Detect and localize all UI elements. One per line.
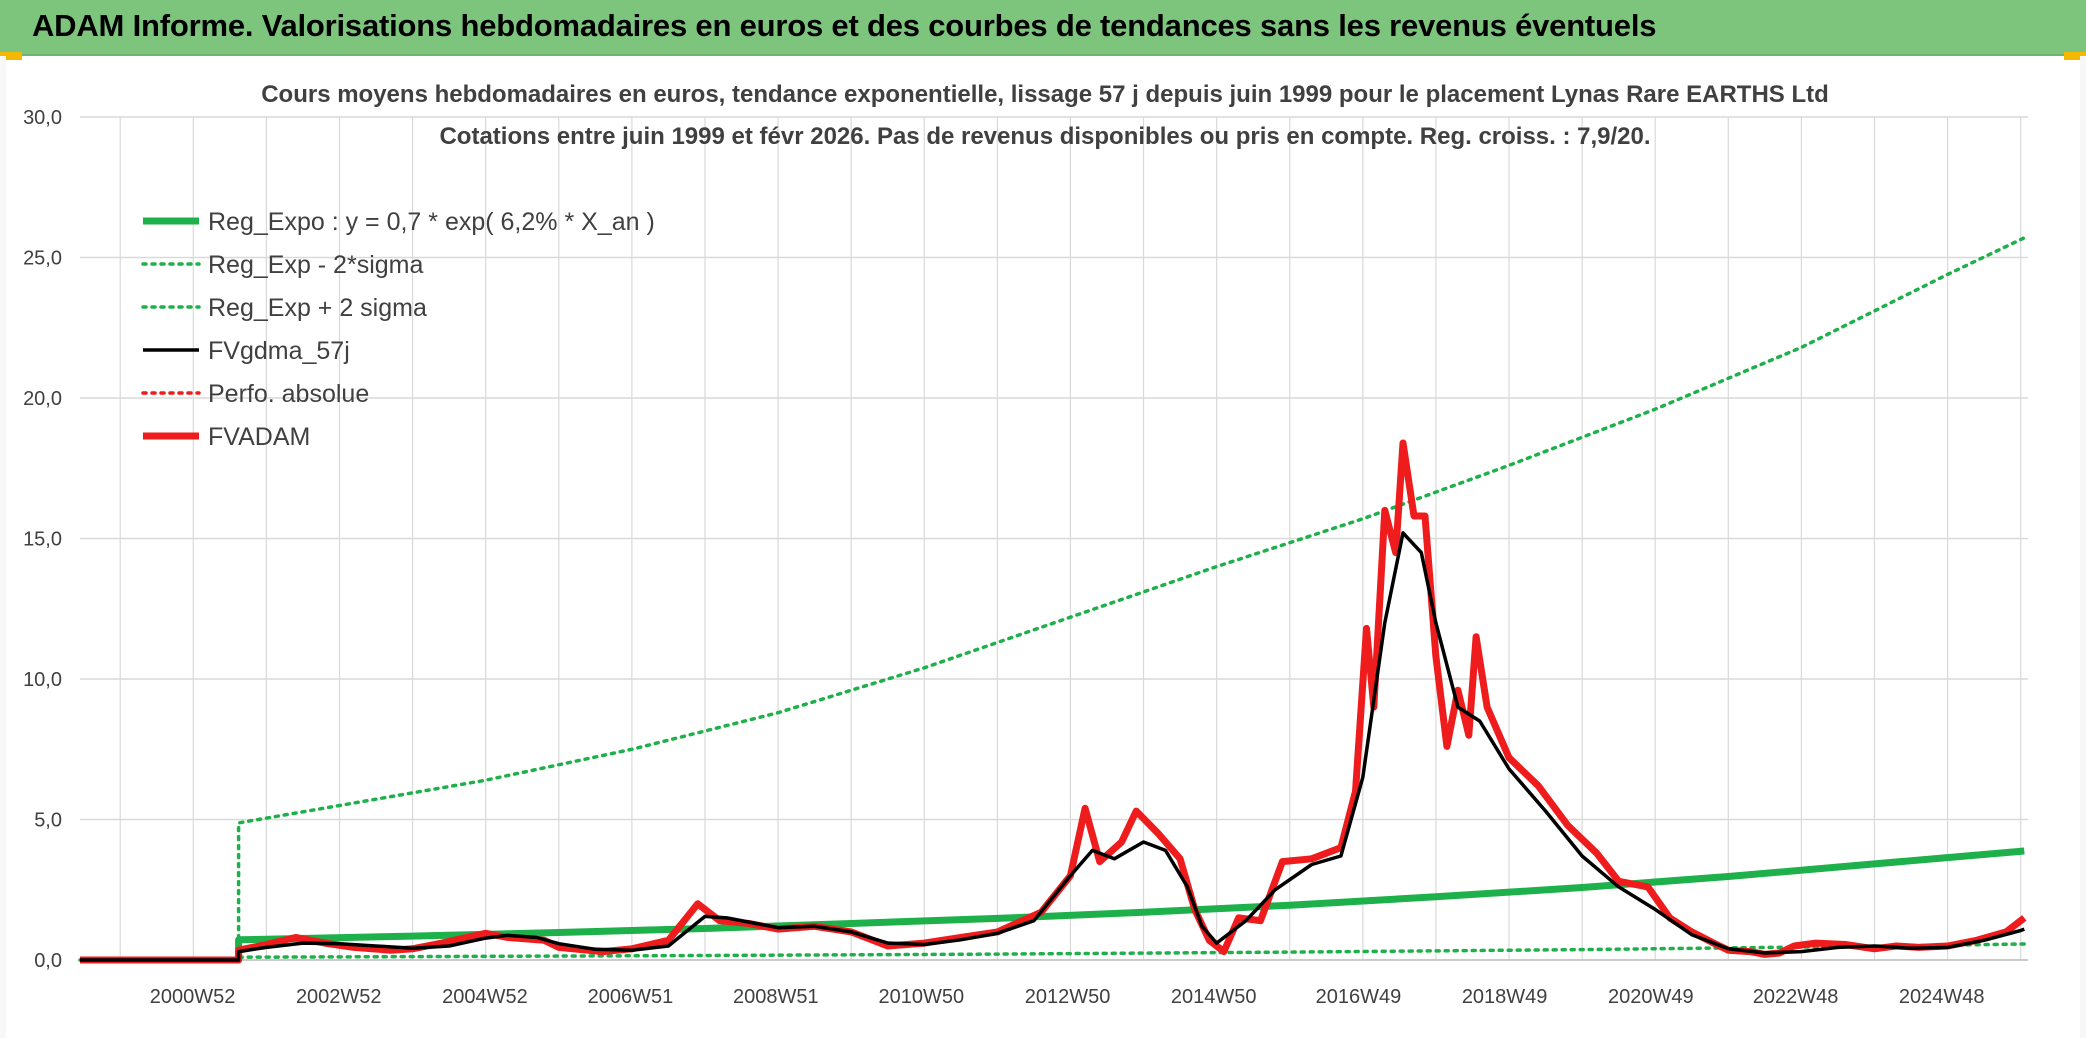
x-tick-label: 2018W49 [1462,986,1548,1008]
x-tick-label: 2004W52 [442,986,528,1008]
series-line-2 [78,236,2027,962]
frame-left [0,56,6,1038]
legend-label: Reg_Expo : y = 0,7 * exp( 6,2% * X_an ) [208,208,655,236]
banner-corner-left [0,52,22,60]
x-tick-label: 2012W50 [1025,986,1111,1008]
x-tick-label: 2010W50 [879,986,965,1008]
legend-label: Reg_Exp - 2*sigma [208,251,423,279]
banner-title: ADAM Informe. Valorisations hebdomadaire… [32,8,1657,43]
y-tick-label: 10,0 [23,669,62,691]
frame-right [2080,56,2086,1038]
y-tick-label: 30,0 [23,107,62,129]
legend: Reg_Expo : y = 0,7 * exp( 6,2% * X_an ) R… [141,208,655,451]
x-tick-label: 2020W49 [1608,986,1694,1008]
x-tick-label: 2008W51 [733,986,819,1008]
legend-label: Perfo. absolue [208,380,369,408]
series-line-3 [80,531,2025,962]
valuation-chart: 0,0 5,0 10,0 15,0 20,0 25,0 30,0 2000W52 2002W52… [23,81,2028,1008]
chart-subtitle: Cotations entre juin 1999 et févr 2026. … [439,123,1650,150]
grid-layer [80,116,2028,961]
legend-label: FVgdma_57j [208,337,350,365]
series-line-5 [80,439,2027,964]
x-tick-label: 2002W52 [296,986,382,1008]
x-tick-label: 2022W48 [1753,986,1839,1008]
y-tick-label: 5,0 [34,810,62,832]
y-tick-label: 25,0 [23,248,62,270]
report-banner: ADAM Informe. Valorisations hebdomadaire… [0,0,2086,56]
x-tick-label: 2014W50 [1171,986,1257,1008]
axis-layer: 0,0 5,0 10,0 15,0 20,0 25,0 30,0 2000W52 2002W52… [23,107,2028,1008]
legend-label: Reg_Exp + 2 sigma [208,294,427,322]
x-tick-label: 2000W52 [150,986,236,1008]
y-tick-label: 15,0 [23,529,62,551]
y-tick-label: 20,0 [23,388,62,410]
x-tick-label: 2024W48 [1899,986,1985,1008]
y-tick-label: 0,0 [34,950,62,972]
banner-corner-right [2064,52,2086,60]
chart-title: Cours moyens hebdomadaires en euros, ten… [261,81,1829,108]
legend-label: FVADAM [208,423,310,451]
series-line-0 [80,847,2025,964]
series-layer [78,236,2027,964]
x-tick-label: 2006W51 [588,986,674,1008]
x-tick-label: 2016W49 [1316,986,1402,1008]
